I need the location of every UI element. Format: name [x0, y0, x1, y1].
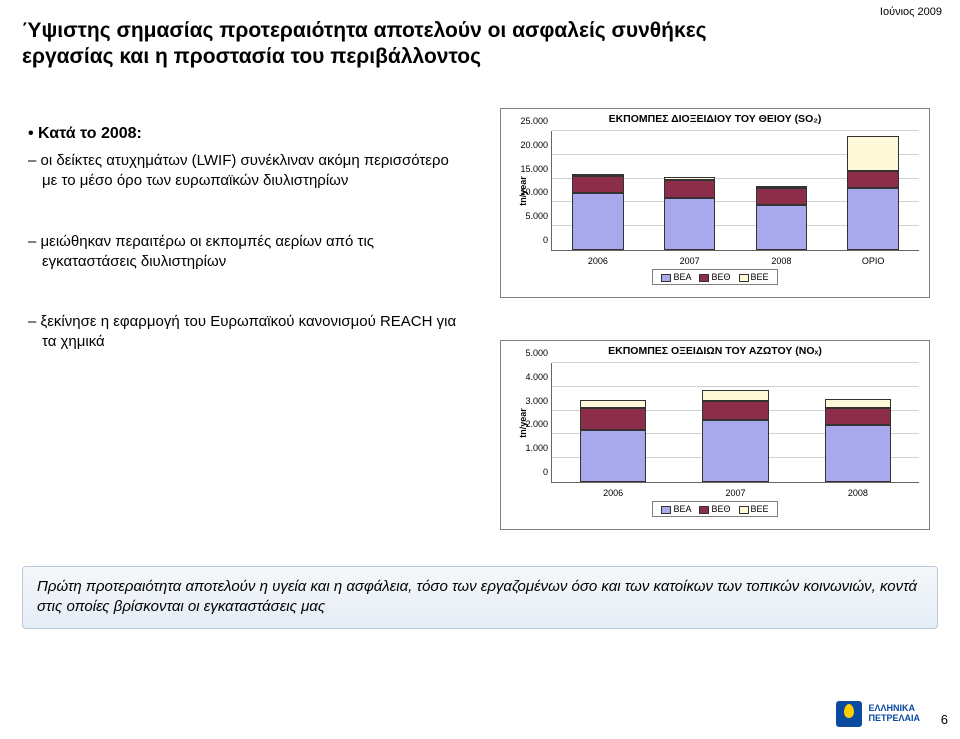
logo-icon [836, 701, 862, 727]
legend-item: ΒΕΑ [661, 504, 691, 514]
legend-swatch [739, 506, 749, 514]
y-tick: 3.000 [514, 396, 548, 406]
bar-segment [580, 408, 646, 429]
legend-item: ΒΕΕ [739, 272, 769, 282]
content-left: • Κατά το 2008: οι δείκτες ατυχημάτων (L… [28, 125, 458, 393]
bar-segment [825, 399, 891, 408]
page-number: 6 [941, 712, 948, 727]
bar-segment [664, 180, 715, 198]
highlight-callout: Πρώτη προτεραιότητα αποτελούν η υγεία κα… [22, 566, 938, 629]
so2-chart: ΕΚΠΟΜΠΕΣ ΔΙΟΞΕΙΔΙΟΥ ΤΟΥ ΘΕΙΟΥ (SO₂) tn/y… [500, 108, 930, 298]
date-stamp: Ιούνιος 2009 [880, 6, 942, 18]
bar-group [664, 177, 715, 250]
bar-segment [756, 205, 807, 250]
sub-bullet: ξεκίνησε η εφαρμογή του Ευρωπαϊκού κανον… [42, 312, 458, 353]
bar-segment [702, 390, 768, 400]
bar-segment [756, 188, 807, 205]
bar-group [572, 174, 623, 250]
sub-bullet: μειώθηκαν περαιτέρω οι εκπομπές αερίων α… [42, 232, 458, 273]
bar-segment [825, 425, 891, 482]
category-label: 2008 [848, 488, 868, 498]
legend-item: ΒΕΘ [699, 272, 730, 282]
category-label: 2006 [588, 256, 608, 266]
grid-line [552, 130, 919, 131]
bar-segment [572, 193, 623, 250]
y-tick: 0 [514, 467, 548, 477]
bullet-main: • Κατά το 2008: [28, 125, 458, 143]
category-label: 2007 [680, 256, 700, 266]
sub-bullet: οι δείκτες ατυχημάτων (LWIF) συνέκλιναν … [42, 151, 458, 192]
grid-line [552, 386, 919, 387]
category-label: ΟΡΙΟ [862, 256, 885, 266]
y-tick: 1.000 [514, 443, 548, 453]
bar-group [825, 399, 891, 482]
legend-swatch [699, 274, 709, 282]
nox-chart: ΕΚΠΟΜΠΕΣ ΟΞΕΙΔΙΩΝ ΤΟΥ ΑΖΩΤΟΥ (NOₓ) tn/ye… [500, 340, 930, 530]
y-tick: 20.000 [514, 140, 548, 150]
bar-segment [702, 401, 768, 421]
bar-segment [580, 430, 646, 482]
y-tick: 15.000 [514, 164, 548, 174]
y-tick: 5.000 [514, 348, 548, 358]
bar-segment [847, 171, 898, 188]
chart-plot: tn/year 01.0002.0003.0004.0005.000200620… [551, 363, 919, 483]
grid-line [552, 362, 919, 363]
y-tick: 0 [514, 235, 548, 245]
y-tick: 4.000 [514, 372, 548, 382]
legend-swatch [739, 274, 749, 282]
chart-plot: tn/year 05.00010.00015.00020.00025.00020… [551, 131, 919, 251]
logo-text: ΕΛΛΗΝΙΚΑ ΠΕΤΡΕΛΑΙΑ [868, 704, 920, 724]
legend-item: ΒΕΑ [661, 272, 691, 282]
category-label: 2006 [603, 488, 623, 498]
legend-swatch [661, 274, 671, 282]
page-title: Ύψιστης σημασίας προτεραιότητα αποτελούν… [22, 18, 732, 71]
bar-segment [572, 176, 623, 193]
bar-group [580, 400, 646, 482]
bar-group [702, 390, 768, 482]
chart-title: ΕΚΠΟΜΠΕΣ ΔΙΟΞΕΙΔΙΟΥ ΤΟΥ ΘΕΙΟΥ (SO₂) [501, 109, 929, 127]
category-label: 2008 [771, 256, 791, 266]
chart-title: ΕΚΠΟΜΠΕΣ ΟΞΕΙΔΙΩΝ ΤΟΥ ΑΖΩΤΟΥ (NOₓ) [501, 341, 929, 359]
legend-swatch [661, 506, 671, 514]
bar-group [756, 186, 807, 250]
bar-segment [702, 420, 768, 482]
y-tick: 10.000 [514, 187, 548, 197]
y-tick: 5.000 [514, 211, 548, 221]
bar-segment [847, 136, 898, 172]
legend-item: ΒΕΘ [699, 504, 730, 514]
company-logo: ΕΛΛΗΝΙΚΑ ΠΕΤΡΕΛΑΙΑ [836, 701, 920, 727]
chart-legend: ΒΕΑ ΒΕΘ ΒΕΕ [652, 269, 777, 285]
y-tick: 2.000 [514, 419, 548, 429]
legend-swatch [699, 506, 709, 514]
bar-group [847, 136, 898, 250]
category-label: 2007 [725, 488, 745, 498]
legend-item: ΒΕΕ [739, 504, 769, 514]
chart-legend: ΒΕΑ ΒΕΘ ΒΕΕ [652, 501, 777, 517]
bar-segment [825, 408, 891, 425]
bar-segment [580, 400, 646, 408]
logo-line: ΠΕΤΡΕΛΑΙΑ [868, 714, 920, 724]
y-tick: 25.000 [514, 116, 548, 126]
bar-segment [664, 198, 715, 250]
bar-segment [847, 188, 898, 250]
